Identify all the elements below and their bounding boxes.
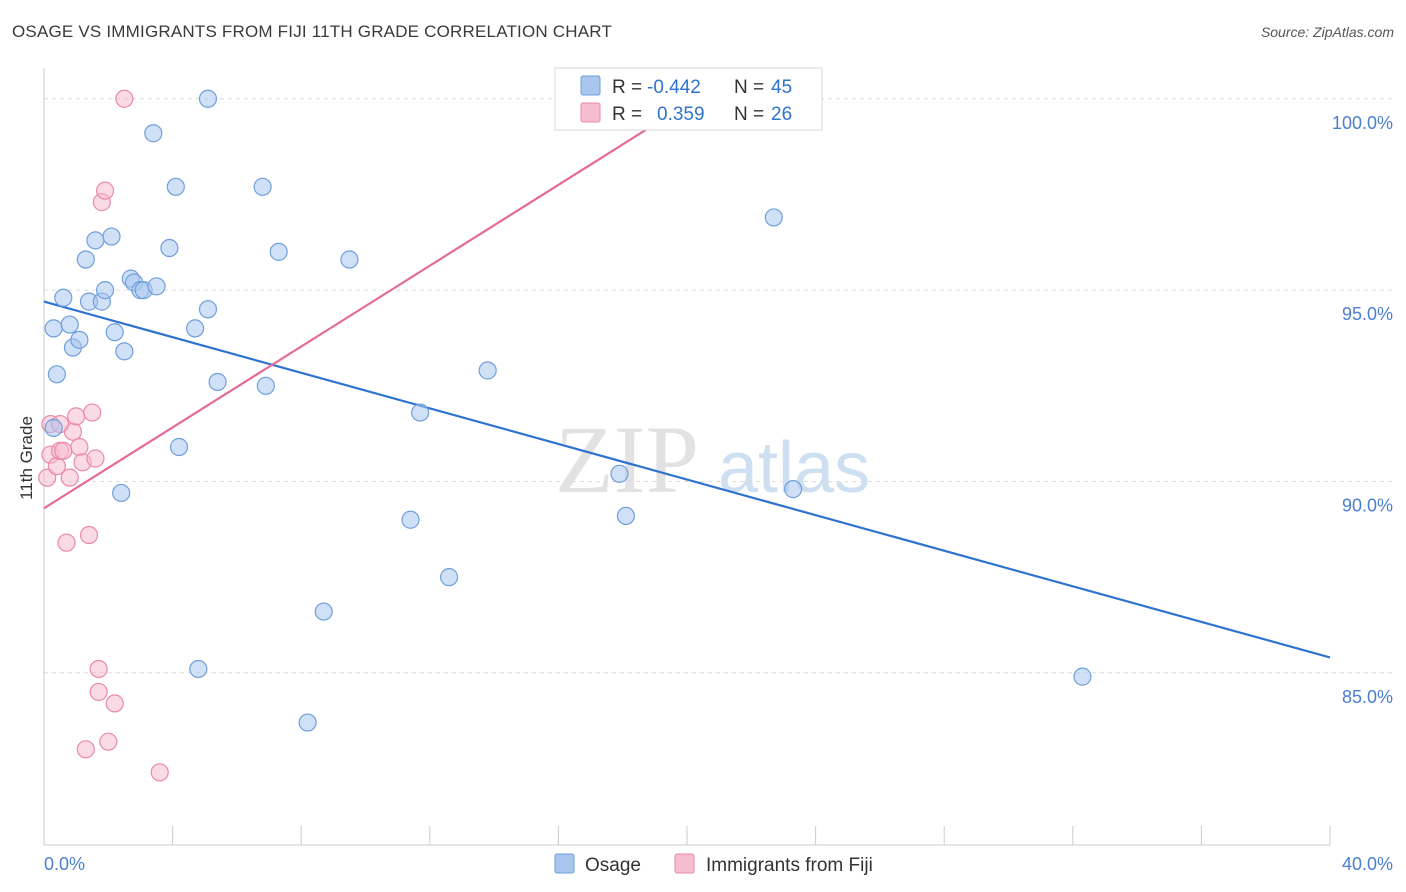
legend-fiji-swatch: [580, 102, 601, 123]
y-tick-label: 90.0%: [1342, 495, 1393, 515]
source-label: Source: ZipAtlas.com: [1260, 24, 1394, 40]
point-osage: [86, 231, 105, 250]
point-osage: [54, 288, 73, 307]
point-fiji: [60, 468, 79, 487]
trend-line-osage: [43, 300, 1331, 659]
point-fiji: [115, 89, 134, 108]
point-osage: [208, 372, 227, 392]
point-osage: [44, 418, 63, 437]
point-fiji: [86, 449, 105, 468]
point-fiji: [57, 533, 76, 552]
x-tick-min: 0.0%: [44, 854, 85, 874]
legend-osage-n-value: 45: [771, 77, 792, 98]
point-osage: [144, 124, 163, 143]
y-tick-label: 100.0%: [1332, 113, 1393, 133]
point-fiji: [67, 407, 86, 426]
legend-fiji-r-label: R =: [612, 104, 642, 125]
point-osage: [256, 376, 275, 395]
point-osage: [298, 713, 317, 732]
bottom-legend-fiji-swatch: [674, 853, 695, 874]
point-osage: [314, 602, 333, 621]
bottom-legend: Osage Immigrants from Fiji: [554, 853, 873, 876]
chart-title: OSAGE VS IMMIGRANTS FROM FIJI 11TH GRADE…: [12, 22, 613, 41]
point-fiji: [89, 682, 108, 702]
point-osage: [401, 510, 420, 529]
point-osage: [160, 238, 179, 258]
y-axis-label: 11th Grade: [17, 416, 36, 500]
point-osage: [70, 330, 89, 349]
y-tick-label: 85.0%: [1342, 687, 1393, 707]
point-osage: [76, 250, 95, 269]
point-osage: [198, 300, 218, 319]
y-tick-label: 95.0%: [1342, 304, 1393, 324]
legend-fiji-n-label: N =: [734, 104, 764, 125]
point-osage: [340, 250, 359, 269]
y-tick-labels: 85.0% 90.0% 95.0% 100.0%: [1332, 113, 1393, 707]
point-fiji: [99, 732, 118, 751]
point-fiji: [89, 659, 108, 679]
point-fiji: [54, 441, 73, 460]
point-osage: [411, 403, 430, 422]
legend-fiji-n-value: 26: [771, 104, 792, 125]
point-osage: [44, 319, 63, 338]
point-osage: [112, 483, 131, 503]
bottom-legend-osage-swatch: [554, 853, 575, 874]
point-osage: [189, 659, 208, 679]
point-osage: [439, 568, 459, 587]
point-osage: [60, 315, 79, 334]
legend-osage-n-label: N =: [734, 77, 764, 98]
legend-osage-swatch: [580, 75, 601, 96]
point-fiji: [105, 694, 124, 713]
trend-line-fiji: [43, 113, 672, 510]
bottom-legend-fiji-label: Immigrants from Fiji: [706, 855, 873, 876]
x-tick-max: 40.0%: [1342, 854, 1393, 874]
point-osage: [610, 464, 629, 483]
point-osage: [616, 506, 636, 526]
point-osage: [105, 323, 124, 342]
point-osage: [115, 342, 134, 361]
watermark-zip: ZIP: [555, 406, 699, 513]
bottom-legend-osage-label: Osage: [585, 855, 641, 876]
point-osage: [478, 361, 497, 380]
point-osage: [253, 177, 272, 196]
point-osage: [186, 319, 205, 338]
point-fiji: [83, 403, 102, 422]
point-fiji: [70, 437, 89, 457]
point-osage: [783, 480, 803, 499]
point-osage: [1073, 667, 1092, 686]
point-fiji: [150, 763, 169, 782]
point-osage: [198, 89, 218, 108]
point-fiji: [95, 181, 115, 200]
point-osage: [166, 177, 185, 196]
point-osage: [95, 281, 115, 300]
legend-osage-r-label: R =: [612, 77, 642, 98]
point-fiji: [76, 740, 95, 759]
data-points: [38, 89, 1092, 782]
point-osage: [47, 365, 66, 384]
point-osage: [169, 437, 189, 457]
gridlines: [44, 98, 1393, 674]
legend: R = -0.442 N = 45 R = 0.359 N = 26: [554, 67, 823, 131]
point-osage: [764, 208, 783, 227]
point-osage: [147, 277, 166, 296]
point-fiji: [79, 525, 99, 545]
legend-osage-r-value: -0.442: [647, 77, 701, 98]
point-osage: [269, 242, 288, 261]
point-osage: [102, 227, 121, 246]
legend-fiji-r-value: 0.359: [657, 104, 705, 125]
trend-lines: [43, 113, 1331, 659]
